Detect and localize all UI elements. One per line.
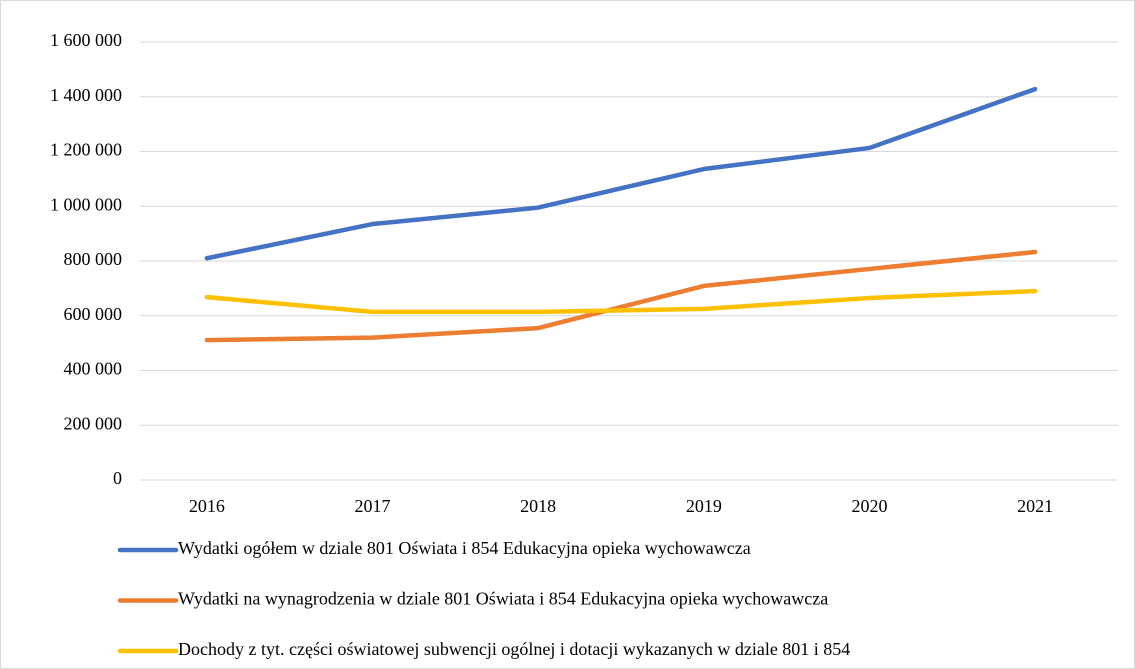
legend-label: Wydatki na wynagrodzenia w dziale 801 Oś… xyxy=(178,589,828,609)
x-tick-label: 2021 xyxy=(1017,496,1053,516)
y-tick-label: 800 000 xyxy=(64,249,123,269)
y-tick-label: 600 000 xyxy=(64,304,123,324)
y-tick-label: 400 000 xyxy=(64,359,123,379)
series-line xyxy=(204,86,1038,261)
x-tick-label: 2019 xyxy=(686,496,722,516)
legend-label: Wydatki ogółem w dziale 801 Oświata i 85… xyxy=(178,538,751,558)
x-tick-label: 2020 xyxy=(852,496,888,516)
y-tick-label: 0 xyxy=(113,468,122,488)
y-tick-label: 200 000 xyxy=(64,413,123,433)
x-tick-label: 2018 xyxy=(520,496,556,516)
y-tick-label: 1 000 000 xyxy=(50,194,122,214)
legend-label: Dochody z tyt. części oświatowej subwenc… xyxy=(178,639,850,659)
x-tick-label: 2017 xyxy=(355,496,391,516)
y-tick-label: 1 400 000 xyxy=(50,85,122,105)
y-tick-label: 1 600 000 xyxy=(50,30,122,50)
y-tick-label: 1 200 000 xyxy=(50,140,122,160)
series-line xyxy=(204,249,1038,343)
series-line xyxy=(204,288,1038,315)
x-tick-label: 2016 xyxy=(189,496,225,516)
